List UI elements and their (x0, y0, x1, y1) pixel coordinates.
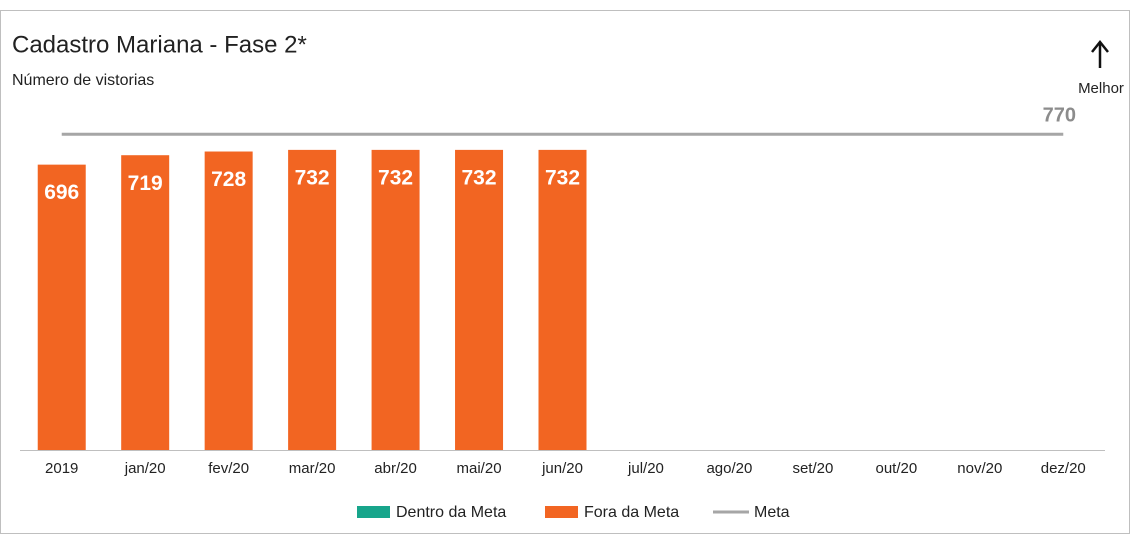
bar (121, 155, 170, 450)
bar (371, 149, 420, 450)
legend-label: Dentro da Meta (396, 504, 506, 521)
annotation: Melhor (1078, 80, 1124, 97)
data-label: 696 (44, 181, 79, 204)
legend-swatch (545, 506, 578, 518)
x-tick-label: 2019 (45, 460, 78, 477)
chart-title: Cadastro Mariana - Fase 2* (12, 31, 307, 58)
x-tick-label: out/20 (875, 460, 917, 477)
x-tick-label: mar/20 (289, 460, 336, 477)
bar (538, 149, 587, 450)
data-label: 770 (1043, 105, 1076, 127)
x-tick-label: dez/20 (1041, 460, 1086, 477)
data-label: 732 (545, 166, 580, 189)
legend-swatch (357, 506, 390, 518)
data-label: 719 (128, 172, 163, 195)
legend-label: Fora da Meta (584, 504, 679, 521)
x-tick-label: mai/20 (457, 460, 502, 477)
chart-subtitle: Número de vistorias (12, 72, 154, 89)
x-tick-label: abr/20 (374, 460, 417, 477)
x-tick-label: fev/20 (208, 460, 249, 477)
legend-label: Meta (754, 504, 790, 521)
x-tick-label: jan/20 (124, 460, 166, 477)
data-label: 732 (378, 166, 413, 189)
x-tick-label: ago/20 (706, 460, 752, 477)
x-tick-label: jul/20 (627, 460, 664, 477)
x-tick-label: jun/20 (541, 460, 583, 477)
better-arrow (1091, 39, 1109, 68)
bar (288, 149, 337, 450)
x-tick-label: set/20 (792, 460, 833, 477)
data-label: 732 (295, 166, 330, 189)
bar (204, 151, 253, 450)
data-label: 732 (462, 166, 497, 189)
x-tick-label: nov/20 (957, 460, 1002, 477)
bar (455, 149, 504, 450)
bar (37, 164, 86, 450)
data-label: 728 (211, 168, 246, 191)
